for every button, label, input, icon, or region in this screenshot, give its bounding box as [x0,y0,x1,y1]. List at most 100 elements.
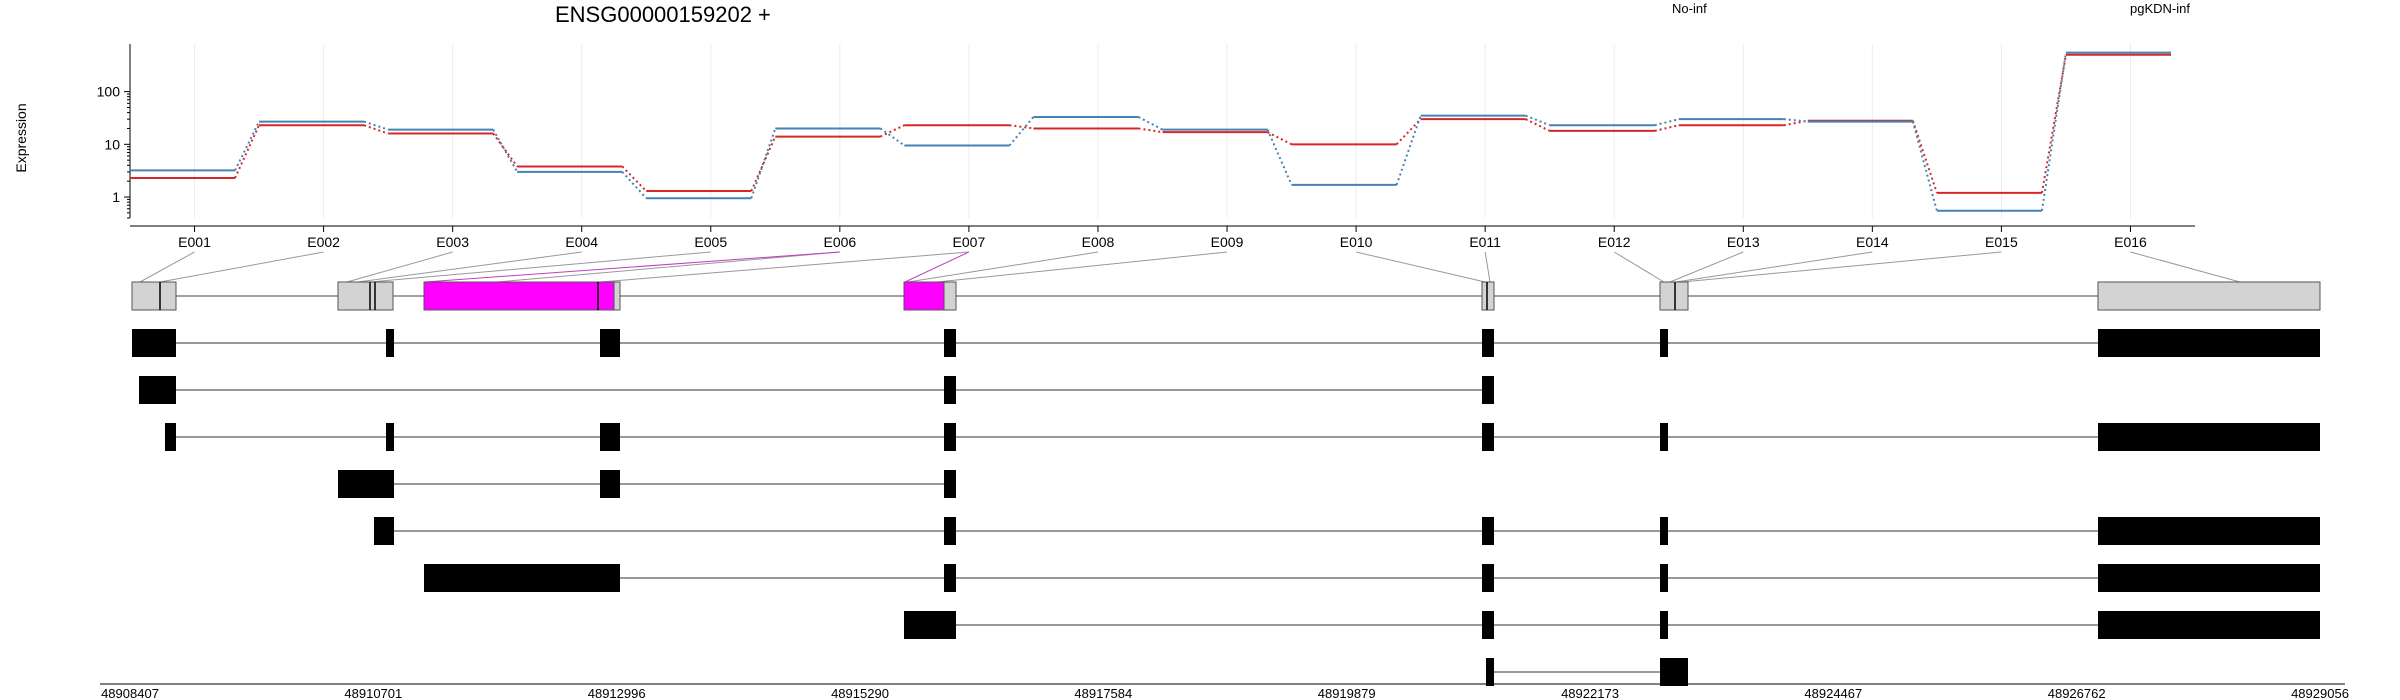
exon-label-connector [346,251,453,283]
x-tick-label: E005 [694,234,727,250]
genomic-coordinate-label: 48924467 [1804,686,1862,700]
transcript-exon [944,564,956,592]
transcript-exon [1482,564,1494,592]
legend-no-inf: No-inf [1672,1,1707,16]
transcript-exon [1482,329,1494,357]
x-tick-label: E003 [436,234,469,250]
series-connector [621,165,647,192]
series-connector [363,124,389,135]
transcript-exon [2098,564,2320,592]
transcript-exon [1660,329,1668,357]
x-tick-label: E012 [1598,234,1631,250]
transcript-exon [944,470,956,498]
series-connector [234,124,260,179]
x-tick-label: E008 [1082,234,1115,250]
transcript-exon [600,423,620,451]
series-connector [879,124,905,138]
series-connector [1267,131,1293,146]
transcript-exon [2098,329,2320,357]
exon-label-connector [907,251,1099,283]
x-tick-label: E016 [2114,234,2147,250]
y-tick-label: 100 [97,84,121,100]
x-tick-label: E004 [565,234,598,250]
y-tick-label: 1 [112,189,120,205]
axis-layer: 1 10 100 E001 E002 E003 E004 E005 E006 E007 E008 E0… [97,44,2195,250]
x-tick-label: E015 [1985,234,2018,250]
exon-label-connector [1613,251,1665,283]
series-connector [1138,116,1163,131]
transcript-exon [1660,423,1668,451]
series-connector [879,127,905,147]
gene-exon-bin [131,281,177,311]
transcript-exon [1660,517,1668,545]
transcript-exon [600,470,620,498]
genomic-coordinate-label: 48922173 [1561,686,1619,700]
transcript-exon [386,423,394,451]
gene-exon-bin [1481,281,1495,311]
series-connector [1009,124,1034,130]
genomic-coordinate-label: 48908407 [101,686,159,700]
x-tick-label: E011 [1469,234,1501,250]
series-connector [1525,114,1551,127]
exon-label-connector [1484,251,1491,283]
gene-exon-bin [337,281,394,311]
transcript-exon [1482,611,1494,639]
transcript-exon [944,423,956,451]
genomic-coordinate-label: 48919879 [1318,686,1376,700]
transcript-exon [1482,423,1494,451]
transcript-exon [386,329,394,357]
genomic-coordinate-label: 48929056 [2291,686,2349,700]
exon-label-connector [599,251,969,283]
transcript-exon [944,376,956,404]
x-tick-label: E007 [953,234,986,250]
transcript-exon [2098,611,2320,639]
exon-label-connector [1675,251,1873,283]
x-tick-label: E001 [178,234,211,250]
exon-label-connector [1681,251,2002,283]
series-connector [1138,127,1163,134]
transcript-exon [1482,517,1494,545]
gene-exon-bin [2097,281,2321,311]
exon-label-connector [1355,251,1486,283]
genomic-coordinate-label: 48910701 [344,686,402,700]
series-connector [492,132,518,168]
exon-label-connector-highlight [424,251,840,283]
series-connector [2040,54,2067,194]
exon-label-connector [369,251,711,283]
exon-label-connector [936,251,1228,283]
series-connector [1395,115,1422,186]
series-connector [1395,118,1422,146]
transcript-exon [944,517,956,545]
x-tick-label: E009 [1211,234,1244,250]
series-connector [1654,118,1679,127]
transcript-exon [1482,376,1494,404]
transcript-exon [374,517,394,545]
series-connector [1008,116,1035,147]
exon-label-connector [1669,251,1744,283]
connector-layer [139,251,2241,283]
series-connector [1783,118,1808,123]
series-connector [492,129,519,173]
exon-label-connector [357,251,582,283]
transcript-exon [1486,658,1494,686]
transcript-exon [2098,423,2320,451]
gene-exon-bin [1659,281,1689,311]
gene-exon-highlight [903,281,945,311]
gene-exon-highlight [423,281,615,311]
genomic-coordinate-label: 48926762 [2048,686,2106,700]
transcript-exon [1660,658,1688,686]
transcript-exon [132,329,176,357]
exon-label-connector-highlight [904,251,970,283]
transcript-exon [165,423,176,451]
transcript-exon [600,329,620,357]
series-connector [363,120,389,131]
y-tick-label: 10 [104,136,120,152]
series-connector [234,121,260,171]
exon-label-connector [2130,251,2241,283]
transcript-exon [338,470,394,498]
transcript-exon [424,564,620,592]
legend-pgkdn-inf: pgKDN-inf [2130,1,2190,16]
series-layer [130,51,2171,212]
x-tick-label: E010 [1340,234,1373,250]
